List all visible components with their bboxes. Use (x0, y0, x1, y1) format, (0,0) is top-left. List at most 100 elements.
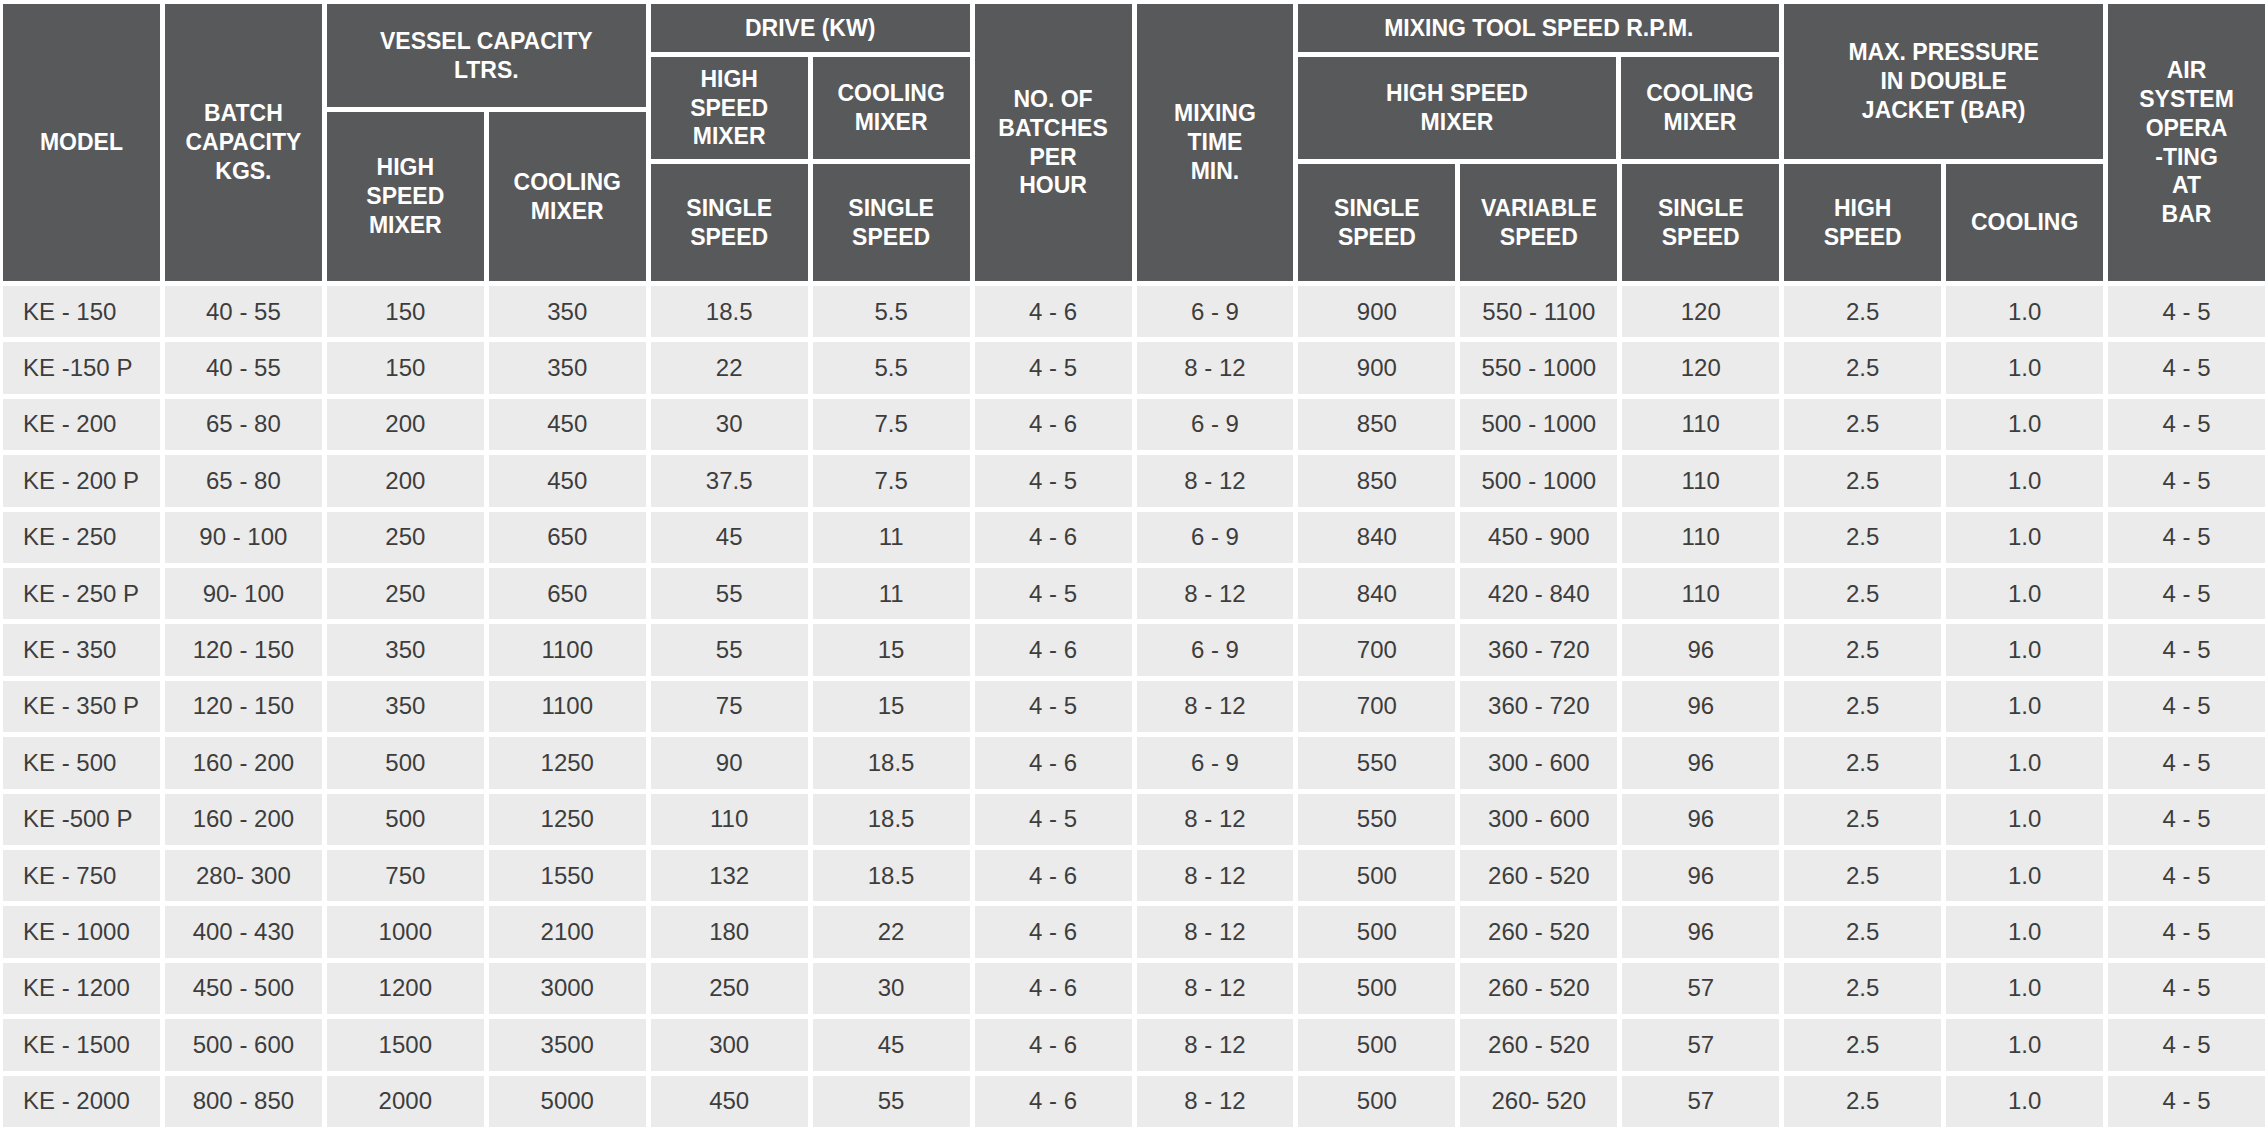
table-cell: 150 (327, 342, 484, 393)
table-cell: 2.5 (1784, 1019, 1941, 1070)
table-cell: 8 - 12 (1137, 1076, 1294, 1127)
table-cell: 1.0 (1946, 737, 2103, 788)
table-cell: 8 - 12 (1137, 906, 1294, 957)
table-cell: 55 (813, 1076, 970, 1127)
table-cell: 1.0 (1946, 568, 2103, 619)
table-cell: 550 - 1000 (1460, 342, 1617, 393)
table-cell: 4 - 5 (975, 455, 1132, 506)
table-cell: 4 - 5 (2108, 794, 2265, 845)
header-group-max-pressure: MAX. PRESSURE IN DOUBLE JACKET (BAR) HIG… (1784, 4, 2103, 281)
table-cell: 96 (1622, 906, 1779, 957)
table-cell: 200 (327, 399, 484, 450)
table-cell: 4 - 5 (2108, 681, 2265, 732)
table-cell: 350 (489, 286, 646, 337)
table-cell: 450 - 500 (165, 963, 322, 1014)
table-cell: 1250 (489, 737, 646, 788)
table-cell: 3000 (489, 963, 646, 1014)
header-batches-per-hour: NO. OF BATCHES PER HOUR (975, 4, 1132, 281)
table-cell: 120 - 150 (165, 681, 322, 732)
table-cell: 4 - 6 (975, 399, 1132, 450)
header-drive-cooling-mixer: COOLING MIXER (813, 57, 970, 159)
table-cell: 4 - 5 (2108, 568, 2265, 619)
table-cell: 6 - 9 (1137, 512, 1294, 563)
table-cell-model: KE - 1500 (3, 1019, 160, 1070)
header-drive-cm-single-speed: SINGLE SPEED (813, 164, 970, 281)
table-cell-model: KE - 200 (3, 399, 160, 450)
table-cell: 250 (327, 512, 484, 563)
table-cell: 300 - 600 (1460, 737, 1617, 788)
table-cell: 150 (327, 286, 484, 337)
table-cell: 200 (327, 455, 484, 506)
table-cell: 500 (327, 737, 484, 788)
table-cell: 110 (1622, 568, 1779, 619)
table-cell: 65 - 80 (165, 455, 322, 506)
table-cell: 1000 (327, 906, 484, 957)
table-cell: 4 - 6 (975, 624, 1132, 675)
table-cell: 4 - 5 (2108, 286, 2265, 337)
header-rpm-high-speed-mixer: HIGH SPEED MIXER (1298, 57, 1615, 159)
table-cell-model: KE - 200 P (3, 455, 160, 506)
table-cell: 500 (1298, 906, 1455, 957)
table-cell: 1250 (489, 794, 646, 845)
table-cell-model: KE - 750 (3, 850, 160, 901)
table-cell: 1.0 (1946, 512, 2103, 563)
header-vessel-capacity: VESSEL CAPACITY LTRS. (327, 4, 646, 107)
table-cell: 120 (1622, 286, 1779, 337)
table-cell: 1.0 (1946, 399, 2103, 450)
table-cell: 6 - 9 (1137, 286, 1294, 337)
table-cell: 8 - 12 (1137, 455, 1294, 506)
table-cell-model: KE - 1200 (3, 963, 160, 1014)
table-cell: 96 (1622, 624, 1779, 675)
table-cell: 4 - 6 (975, 963, 1132, 1014)
table-cell: 1.0 (1946, 963, 2103, 1014)
table-cell: 8 - 12 (1137, 342, 1294, 393)
table-cell: 500 - 1000 (1460, 455, 1617, 506)
table-cell: 1.0 (1946, 794, 2103, 845)
table-cell: 350 (489, 342, 646, 393)
table-cell: 8 - 12 (1137, 850, 1294, 901)
table-cell: 2.5 (1784, 963, 1941, 1014)
table-cell: 11 (813, 512, 970, 563)
table-cell: 8 - 12 (1137, 1019, 1294, 1070)
table-cell: 110 (1622, 399, 1779, 450)
table-cell: 250 (651, 963, 808, 1014)
table-cell: 15 (813, 624, 970, 675)
header-drive-high-speed-mixer: HIGH SPEED MIXER (651, 57, 808, 159)
table-cell: 120 - 150 (165, 624, 322, 675)
table-cell: 1.0 (1946, 624, 2103, 675)
table-cell: 40 - 55 (165, 342, 322, 393)
table-cell: 4 - 5 (2108, 512, 2265, 563)
table-cell: 2.5 (1784, 737, 1941, 788)
header-mixing-time: MIXING TIME MIN. (1137, 4, 1294, 281)
table-cell: 4 - 5 (2108, 906, 2265, 957)
table-cell: 4 - 6 (975, 737, 1132, 788)
table-cell: 55 (651, 568, 808, 619)
header-rpm-variable-speed: VARIABLE SPEED (1460, 164, 1617, 281)
table-cell: 2.5 (1784, 568, 1941, 619)
table-cell: 900 (1298, 342, 1455, 393)
table-cell: 55 (651, 624, 808, 675)
table-cell: 1.0 (1946, 286, 2103, 337)
header-pressure-cooling: COOLING (1946, 164, 2103, 281)
table-cell: 3500 (489, 1019, 646, 1070)
table-cell: 1.0 (1946, 850, 2103, 901)
table-cell: 500 - 1000 (1460, 399, 1617, 450)
table-cell: 1.0 (1946, 342, 2103, 393)
table-cell: 1500 (327, 1019, 484, 1070)
table-cell: 45 (651, 512, 808, 563)
table-cell: 4 - 5 (975, 681, 1132, 732)
table-cell: 450 (489, 399, 646, 450)
table-cell: 65 - 80 (165, 399, 322, 450)
table-cell: 4 - 6 (975, 286, 1132, 337)
table-cell: 2.5 (1784, 286, 1941, 337)
table-cell: 96 (1622, 681, 1779, 732)
table-cell: 6 - 9 (1137, 399, 1294, 450)
table-cell: 4 - 6 (975, 850, 1132, 901)
table-cell: 280- 300 (165, 850, 322, 901)
table-cell: 57 (1622, 1019, 1779, 1070)
table-cell: 700 (1298, 624, 1455, 675)
header-air-system: AIR SYSTEM OPERA -TING AT BAR (2108, 4, 2265, 281)
table-cell: 4 - 5 (2108, 455, 2265, 506)
table-cell: 18.5 (813, 794, 970, 845)
table-cell: 360 - 720 (1460, 681, 1617, 732)
